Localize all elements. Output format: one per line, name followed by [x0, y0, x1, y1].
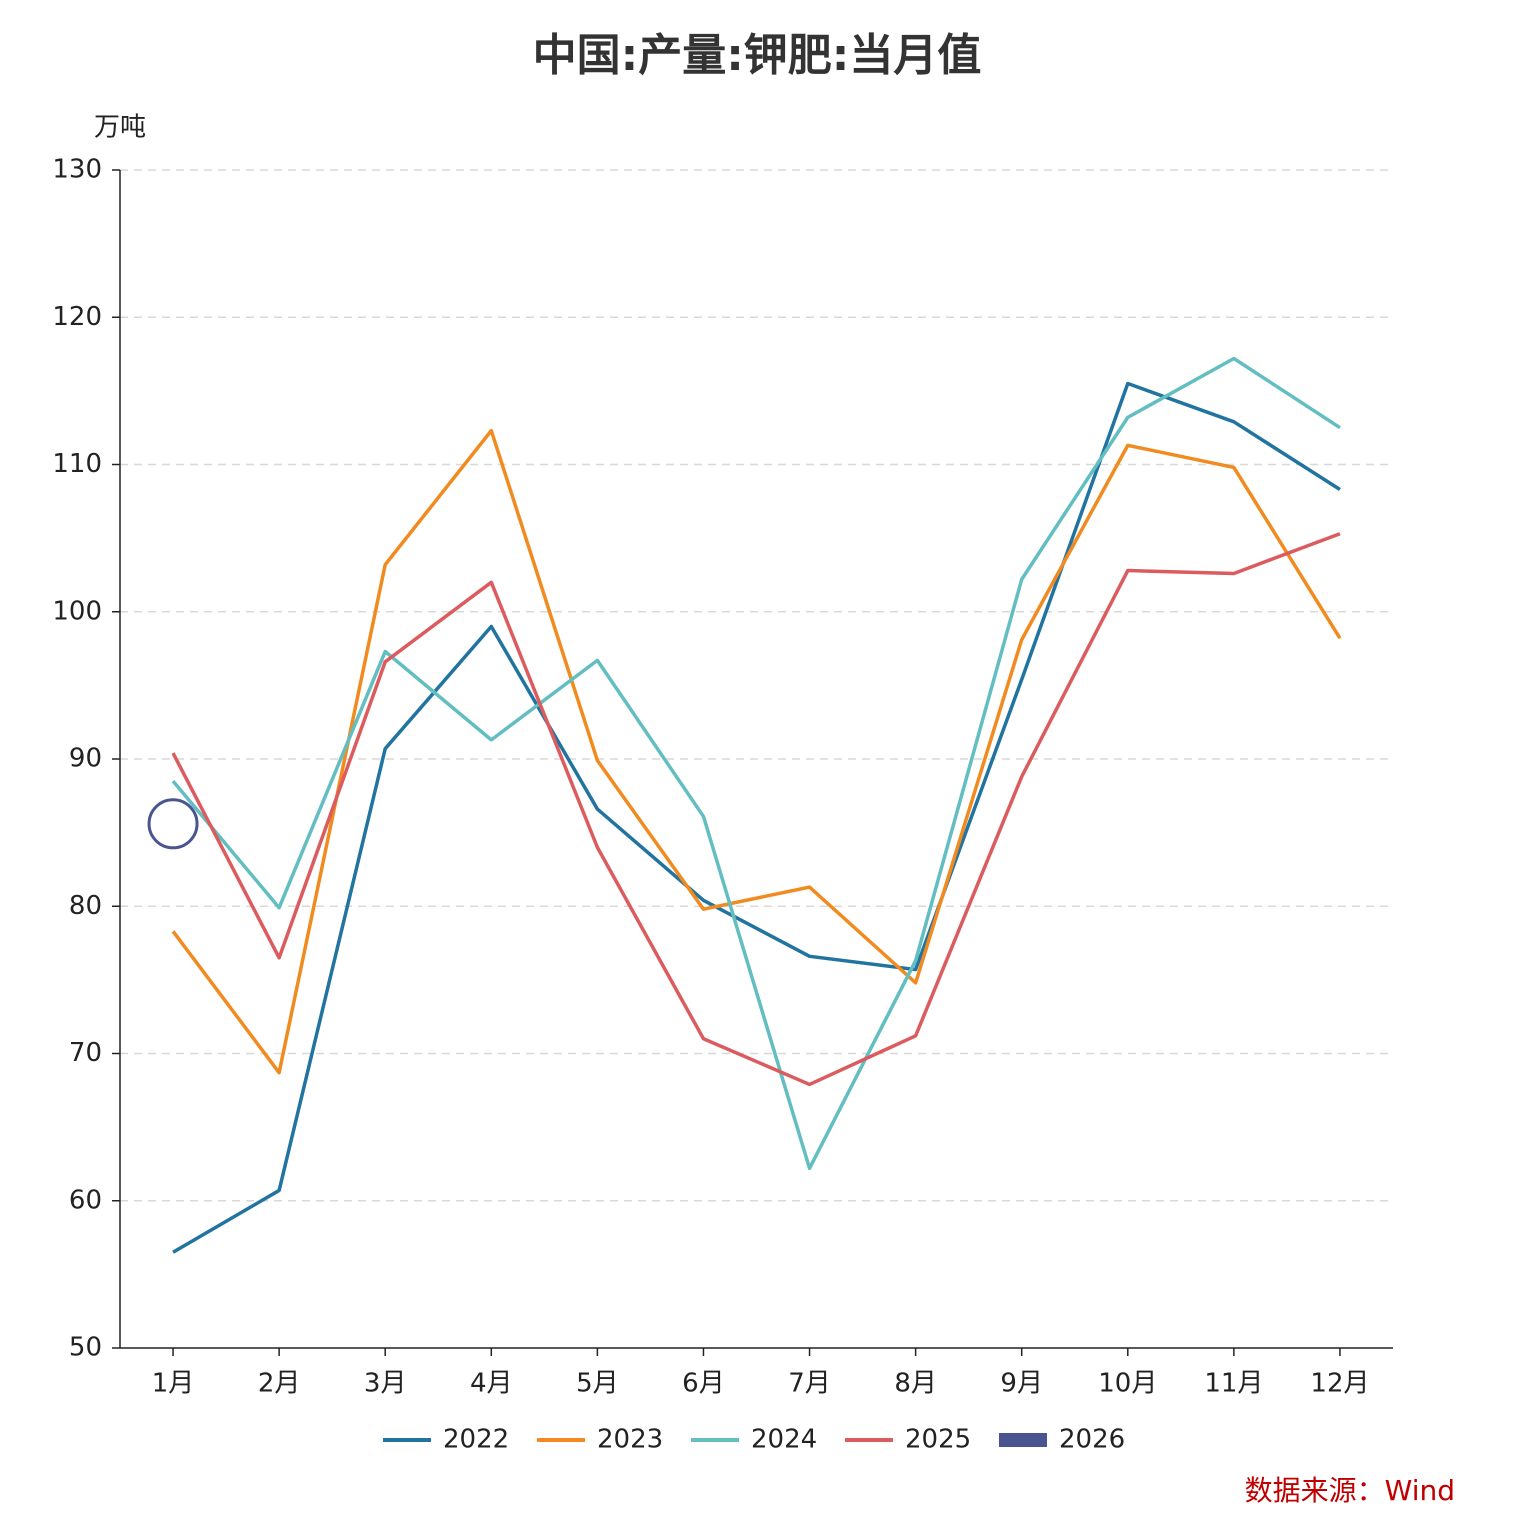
y-tick-label: 130: [52, 155, 102, 185]
y-tick-label: 90: [69, 744, 102, 774]
source: 数据来源：Wind: [1245, 1474, 1455, 1507]
legend-swatch: [999, 1433, 1047, 1447]
x-tick-label: 3月: [364, 1369, 407, 1399]
legend-label: 2026: [1059, 1425, 1125, 1455]
y-tick-label: 60: [69, 1185, 102, 1215]
y-tick-label: 100: [52, 596, 102, 626]
legend-label: 2024: [751, 1425, 817, 1455]
x-tick-label: 9月: [1000, 1369, 1043, 1399]
y-tick-label: 110: [52, 449, 102, 479]
x-tick-label: 12月: [1310, 1369, 1369, 1399]
series-line: [171, 356, 1341, 1171]
legend-label: 2023: [597, 1425, 663, 1455]
x-tick-label: 1月: [152, 1369, 195, 1399]
legend-label: 2025: [905, 1425, 971, 1455]
y-tick-label: 80: [69, 891, 102, 921]
x-tick-label: 4月: [470, 1369, 513, 1399]
y-tick-label: 70: [69, 1038, 102, 1068]
x-tick-label: 6月: [682, 1369, 725, 1399]
x-tick-label: 5月: [576, 1369, 619, 1399]
y-tick-label: 120: [52, 302, 102, 332]
y-axis-label: 万吨: [94, 113, 146, 143]
series-line: [171, 428, 1342, 1075]
x-tick-label: 2月: [258, 1369, 301, 1399]
chart-title: 中国:产量:钾肥:当月值: [533, 30, 982, 81]
x-tick-label: 8月: [894, 1369, 937, 1399]
y-tick-label: 50: [69, 1333, 102, 1363]
series-line: [172, 381, 1341, 1254]
series-line: [171, 532, 1341, 1087]
point-marker: [147, 798, 199, 850]
x-tick-label: 10月: [1098, 1369, 1157, 1399]
legend-label: 2022: [443, 1425, 509, 1455]
x-tick-label: 7月: [788, 1369, 831, 1399]
x-tick-label: 11月: [1204, 1369, 1263, 1399]
